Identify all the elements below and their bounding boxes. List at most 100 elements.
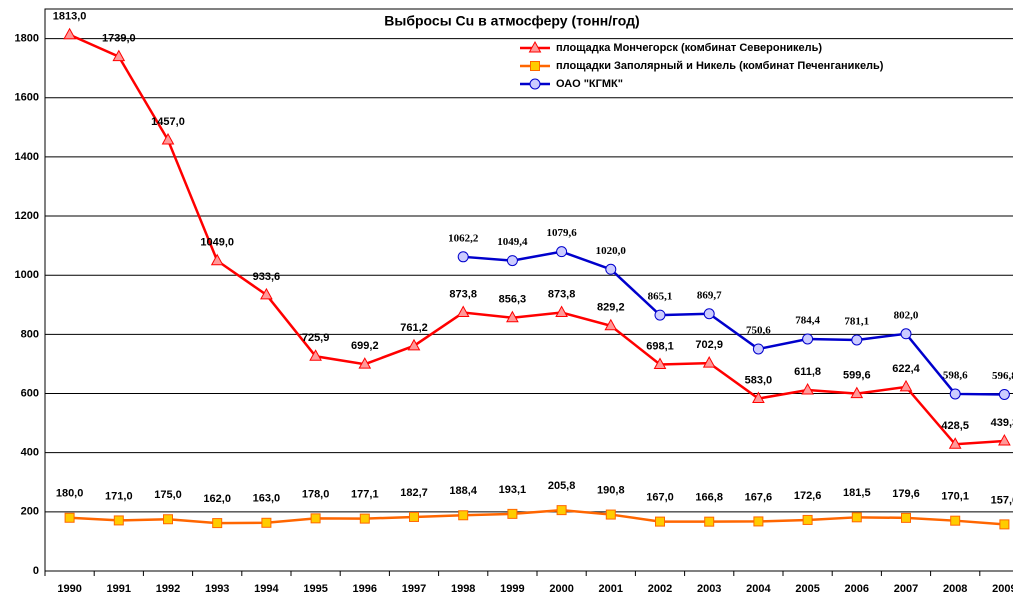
- data-label: 829,2: [597, 302, 625, 314]
- data-label: 781,1: [844, 315, 869, 327]
- marker: [604, 318, 618, 331]
- marker: [653, 357, 667, 370]
- marker: [310, 513, 321, 524]
- data-label: 761,2: [400, 322, 428, 334]
- data-label: 167,6: [745, 491, 773, 503]
- data-label: 865,1: [648, 291, 673, 303]
- marker: [260, 287, 273, 300]
- y-tick-label: 1600: [15, 92, 39, 104]
- data-label: 182,7: [400, 487, 428, 499]
- marker: [64, 512, 75, 523]
- x-tick-label: 1990: [57, 583, 81, 595]
- data-label: 171,0: [105, 490, 133, 502]
- y-tick-label: 800: [21, 328, 39, 340]
- data-label: 167,0: [646, 492, 674, 504]
- data-label: 583,0: [745, 374, 773, 386]
- y-tick-label: 200: [21, 506, 39, 518]
- y-tick-label: 1400: [15, 151, 39, 163]
- marker: [702, 356, 716, 368]
- data-label: 699,2: [351, 340, 379, 352]
- data-label: 698,1: [646, 340, 674, 352]
- marker: [63, 27, 76, 40]
- marker: [802, 514, 813, 525]
- data-label: 157,6: [991, 494, 1013, 506]
- marker: [212, 518, 223, 529]
- marker: [901, 512, 911, 523]
- marker: [752, 391, 765, 404]
- data-label: 596,8: [992, 370, 1013, 382]
- marker: [113, 515, 124, 526]
- y-tick-label: 600: [21, 387, 39, 399]
- legend-label: ОАО "КГМК": [556, 78, 623, 90]
- x-tick-label: 1999: [500, 583, 524, 595]
- data-label: 170,1: [941, 491, 969, 503]
- marker: [654, 309, 666, 321]
- data-label: 190,8: [597, 484, 625, 496]
- x-tick-label: 2000: [549, 583, 573, 595]
- x-tick-label: 1991: [107, 583, 131, 595]
- data-label: 162,0: [203, 493, 231, 505]
- data-label: 611,8: [794, 366, 821, 378]
- marker: [457, 251, 469, 263]
- x-tick-label: 2002: [648, 583, 672, 595]
- y-tick-label: 1800: [15, 32, 39, 44]
- data-label: 181,5: [843, 487, 871, 499]
- data-label: 193,1: [499, 484, 527, 496]
- data-label: 1062,2: [448, 232, 479, 244]
- marker: [899, 379, 913, 392]
- data-label: 178,0: [302, 488, 330, 500]
- x-tick-label: 2008: [943, 583, 967, 595]
- data-label: 188,4: [449, 485, 477, 497]
- data-label: 1739,0: [102, 33, 136, 45]
- data-label: 1049,4: [497, 236, 528, 248]
- marker: [605, 509, 616, 520]
- data-label: 873,8: [548, 288, 576, 300]
- x-tick-label: 2001: [599, 583, 623, 595]
- marker: [948, 437, 962, 449]
- marker: [556, 505, 567, 516]
- x-tick-label: 2003: [697, 583, 721, 595]
- data-label: 599,6: [843, 370, 871, 382]
- marker: [851, 512, 862, 523]
- legend-label: площадка Мончегорск (комбинат Северонике…: [556, 42, 822, 54]
- data-label: 1079,6: [546, 227, 577, 239]
- data-label: 163,0: [253, 493, 281, 505]
- data-label: 175,0: [154, 489, 182, 501]
- marker: [851, 334, 863, 346]
- y-tick-label: 1200: [15, 210, 39, 222]
- data-label: 725,9: [302, 332, 330, 344]
- data-label: 873,8: [449, 288, 477, 300]
- marker: [112, 49, 126, 62]
- marker: [950, 515, 961, 526]
- y-tick-label: 0: [33, 565, 39, 577]
- data-label: 784,4: [795, 315, 820, 327]
- marker: [655, 516, 665, 527]
- marker: [801, 382, 814, 395]
- data-label: 869,7: [697, 289, 722, 301]
- x-tick-label: 1996: [353, 583, 377, 595]
- chart-title: Выбросы Cu в атмосферу (тонн/год): [384, 13, 639, 29]
- data-label: 750,6: [746, 325, 771, 337]
- marker: [409, 511, 419, 522]
- data-label: 622,4: [892, 363, 920, 375]
- data-label: 205,8: [548, 480, 576, 492]
- data-label: 428,5: [941, 420, 969, 432]
- marker: [703, 308, 715, 320]
- x-tick-label: 2004: [746, 583, 771, 595]
- marker: [507, 508, 518, 519]
- marker: [506, 255, 518, 267]
- data-label: 180,0: [56, 488, 84, 500]
- data-label: 439,3: [991, 417, 1013, 429]
- marker: [261, 517, 272, 528]
- marker: [900, 328, 912, 340]
- marker: [802, 333, 814, 345]
- x-tick-label: 2009: [992, 583, 1013, 595]
- marker: [528, 40, 542, 53]
- x-tick-label: 1992: [156, 583, 180, 595]
- data-label: 179,6: [892, 488, 920, 500]
- data-label: 598,6: [943, 369, 968, 381]
- data-label: 166,8: [695, 492, 723, 504]
- marker: [358, 357, 372, 369]
- marker: [407, 338, 421, 351]
